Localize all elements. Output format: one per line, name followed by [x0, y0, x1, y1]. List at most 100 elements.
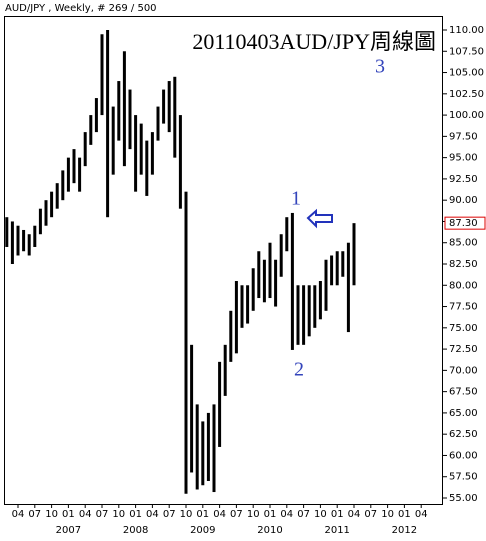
price-bar	[206, 412, 210, 481]
price-bar	[352, 223, 356, 286]
year-label: 2008	[123, 525, 148, 536]
price-bar	[117, 81, 121, 141]
x-tick-label: 07	[96, 509, 109, 520]
x-tick-label: 10	[314, 509, 327, 520]
y-tick-label: 65.00	[449, 408, 478, 419]
price-bar	[257, 251, 261, 299]
y-tick-label: 95.00	[449, 153, 478, 164]
price-bar	[66, 157, 70, 192]
price-bar	[290, 212, 294, 350]
price-bar	[307, 285, 311, 337]
x-tick-label: 10	[45, 509, 58, 520]
x-tick-label: 10	[381, 509, 394, 520]
price-bar	[234, 281, 238, 354]
price-bar	[178, 115, 182, 209]
x-tick-label: 07	[163, 509, 176, 520]
y-tick-label: 85.00	[449, 238, 478, 249]
y-tick-label: 72.50	[449, 344, 478, 355]
x-tick-label: 04	[12, 509, 25, 520]
y-tick-label: 92.50	[449, 174, 478, 185]
x-tick-label: 01	[62, 509, 75, 520]
y-tick-label: 110.00	[449, 25, 484, 36]
price-bar	[78, 157, 82, 192]
y-tick-label: 70.00	[449, 365, 478, 376]
year-label: 2007	[56, 525, 81, 536]
y-tick-label: 60.00	[449, 450, 478, 461]
y-tick-label: 62.50	[449, 429, 478, 440]
price-bar	[94, 98, 98, 133]
y-tick-label: 90.00	[449, 195, 478, 206]
price-bar	[346, 242, 350, 333]
year-label: 2011	[324, 525, 349, 536]
price-bar	[27, 234, 31, 256]
price-bar	[190, 344, 194, 473]
last-price-box	[444, 216, 486, 230]
price-bar	[296, 285, 300, 345]
x-tick-label: 04	[146, 509, 159, 520]
price-bar	[195, 404, 199, 490]
price-bar	[335, 251, 339, 286]
arrow	[306, 208, 333, 229]
y-tick-label: 105.00	[449, 68, 484, 79]
price-bar	[5, 217, 9, 247]
annotation: 3	[375, 56, 385, 78]
price-bar	[302, 285, 306, 345]
price-bar	[38, 208, 42, 235]
y-tick-label: 82.50	[449, 259, 478, 270]
price-bar	[274, 259, 278, 307]
annotation: 1	[291, 188, 301, 210]
x-tick-label: 04	[348, 509, 361, 520]
price-bar	[184, 191, 188, 494]
x-tick-label: 07	[364, 509, 377, 520]
y-tick-label: 55.00	[449, 493, 478, 504]
y-tick-label: 100.00	[449, 110, 484, 121]
year-label: 2012	[392, 525, 417, 536]
price-bar	[111, 106, 115, 175]
y-tick-label: 67.50	[449, 387, 478, 398]
x-tick-label: 10	[247, 509, 260, 520]
x-tick-label: 01	[398, 509, 411, 520]
price-bar	[33, 225, 37, 247]
price-bar	[223, 344, 227, 396]
price-bar	[246, 285, 250, 324]
x-tick-label: 10	[112, 509, 125, 520]
price-bar	[341, 251, 345, 277]
price-bar	[10, 221, 14, 264]
price-bar	[44, 200, 48, 226]
price-bar	[229, 310, 233, 362]
price-bar	[324, 259, 328, 311]
price-bar	[330, 255, 334, 286]
x-tick-label: 10	[180, 509, 193, 520]
x-tick-label: 07	[28, 509, 41, 520]
price-bar	[251, 268, 255, 311]
price-bar	[279, 234, 283, 277]
y-tick-label: 107.50	[449, 46, 484, 57]
y-tick-label: 57.50	[449, 472, 478, 483]
price-bar	[150, 132, 154, 175]
price-bar	[268, 242, 272, 299]
price-bar	[16, 225, 20, 256]
x-tick-label: 04	[79, 509, 92, 520]
x-tick-label: 01	[129, 509, 142, 520]
year-label: 2009	[190, 525, 215, 536]
price-bar	[22, 229, 26, 252]
price-bar	[50, 191, 54, 218]
price-bar	[106, 30, 110, 218]
x-tick-label: 04	[415, 509, 428, 520]
plot-frame	[4, 16, 443, 505]
price-bar	[218, 361, 222, 447]
x-tick-label: 07	[230, 509, 243, 520]
last-price-label: 87.30	[449, 218, 478, 229]
price-bar	[313, 285, 317, 328]
y-tick-label: 97.50	[449, 131, 478, 142]
price-bar	[212, 404, 216, 493]
price-bar	[134, 115, 138, 192]
price-bar	[318, 281, 322, 320]
price-bar	[83, 132, 87, 167]
price-bar	[72, 149, 76, 184]
price-bar	[89, 115, 93, 145]
price-bar	[139, 123, 143, 175]
header: AUD/JPY , Weekly, # 269 / 500	[5, 3, 157, 14]
x-tick-label: 04	[213, 509, 226, 520]
